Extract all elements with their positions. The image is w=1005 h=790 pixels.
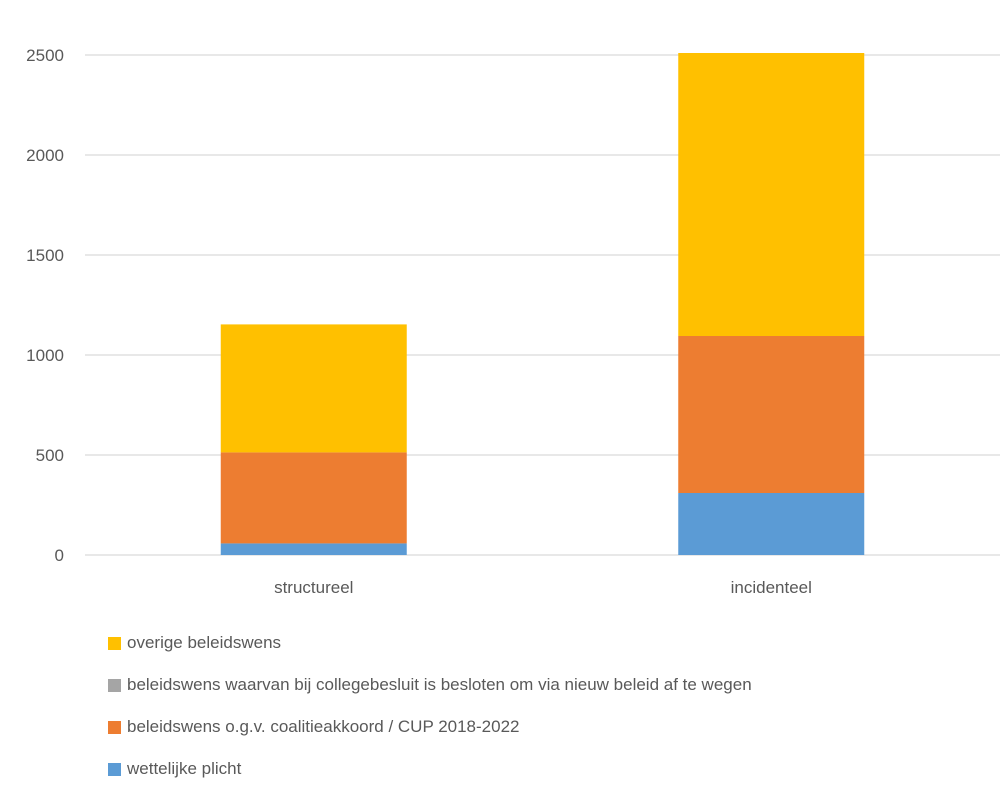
legend-swatch <box>108 678 121 692</box>
bar-segment <box>220 543 407 555</box>
y-tick-label: 2500 <box>26 46 64 65</box>
bar-segment <box>220 324 407 453</box>
legend-item: overige beleidswens <box>108 622 752 664</box>
legend-swatch <box>108 720 121 734</box>
bar-segment <box>678 53 865 336</box>
legend-item: beleidswens waarvan bij collegebesluit i… <box>108 664 752 706</box>
stacked-bar-chart: 0 500 1000 1500 2000 2500 structureel incident… <box>26 46 1000 597</box>
bars <box>220 53 865 555</box>
legend-label: overige beleidswens <box>127 633 282 652</box>
legend: overige beleidswens beleidswens waarvan b… <box>108 622 752 790</box>
legend-swatch <box>108 762 121 776</box>
x-tick-label: incidenteel <box>731 578 812 597</box>
bar-segment <box>678 336 865 493</box>
legend-label: wettelijke plicht <box>127 759 242 778</box>
legend-label: beleidswens waarvan bij collegebesluit i… <box>127 675 752 694</box>
legend-item: wettelijke plicht <box>108 748 752 790</box>
y-axis: 0 500 1000 1500 2000 2500 <box>26 46 64 565</box>
x-axis: structureel incidenteel <box>274 578 812 597</box>
bar-segment <box>220 452 407 544</box>
y-tick-label: 1000 <box>26 346 64 365</box>
bar-segment <box>678 493 865 555</box>
legend-swatch <box>108 636 121 650</box>
y-tick-label: 1500 <box>26 246 64 265</box>
legend-item: beleidswens o.g.v. coalitieakkoord / CUP… <box>108 706 752 748</box>
y-tick-label: 500 <box>36 446 64 465</box>
y-tick-label: 2000 <box>26 146 64 165</box>
x-tick-label: structureel <box>274 578 353 597</box>
y-tick-label: 0 <box>55 546 64 565</box>
legend-label: beleidswens o.g.v. coalitieakkoord / CUP… <box>127 717 520 736</box>
